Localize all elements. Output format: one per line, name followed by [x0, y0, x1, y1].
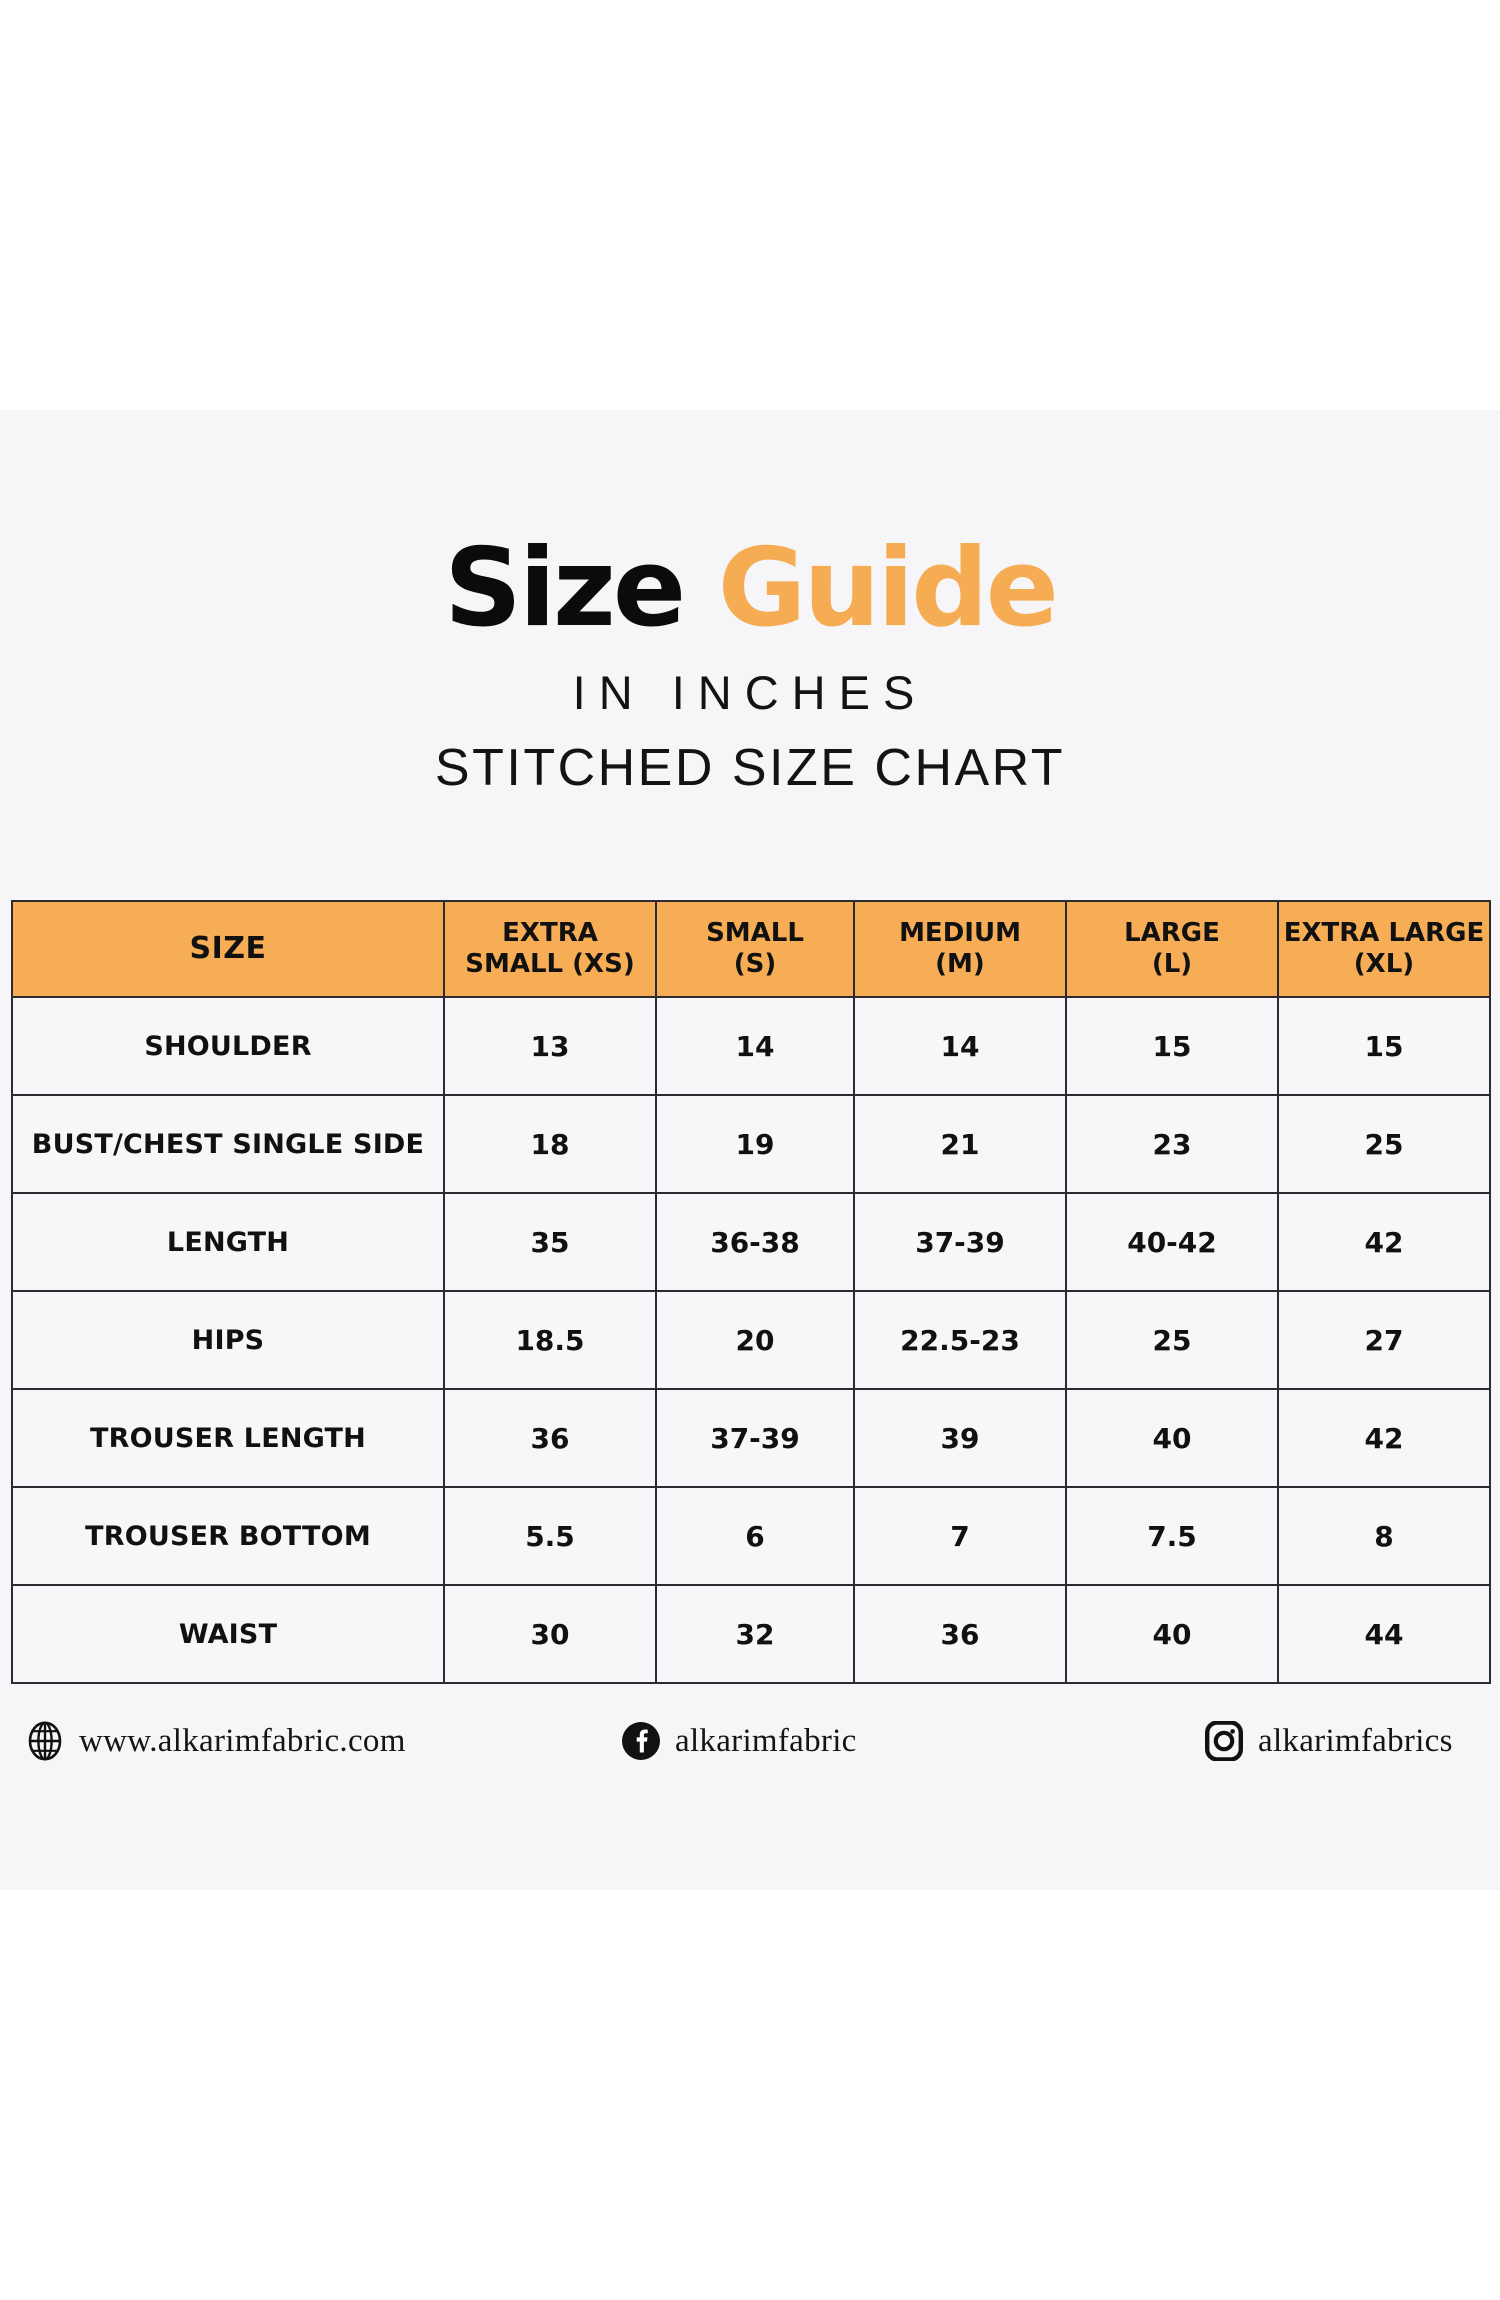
column-header-s-line1: SMALL	[706, 918, 804, 949]
page-title: Size Guide	[0, 535, 1500, 643]
cell-waist-m: 36	[853, 1584, 1067, 1684]
cell-hips-xs: 18.5	[443, 1290, 657, 1390]
cell-length-xs: 35	[443, 1192, 657, 1292]
column-header-size: SIZE	[11, 900, 445, 998]
instagram-icon	[1203, 1720, 1245, 1762]
column-header-m-line2: (M)	[935, 949, 985, 979]
cell-shoulder-xs: 13	[443, 996, 657, 1096]
subtitle-units: IN INCHES	[572, 666, 928, 719]
footer-instagram-label: alkarimfabrics	[1258, 1722, 1453, 1759]
facebook-icon	[620, 1720, 662, 1762]
row-label-trouser-length: TROUSER LENGTH	[11, 1388, 445, 1488]
cell-bust-xl: 25	[1277, 1094, 1491, 1194]
cell-hips-l: 25	[1065, 1290, 1279, 1390]
table-header-row: SIZE EXTRA SMALL (XS) SMALL (S) MEDIUM (…	[11, 900, 1491, 998]
cell-trouser-bottom-xl: 8	[1277, 1486, 1491, 1586]
table-row: TROUSER BOTTOM 5.5 6 7 7.5 8	[11, 1486, 1491, 1586]
footer-website[interactable]: www.alkarimfabric.com	[24, 1720, 406, 1762]
column-header-m: MEDIUM (M)	[853, 900, 1067, 998]
cell-shoulder-s: 14	[655, 996, 855, 1096]
column-header-s: SMALL (S)	[655, 900, 855, 998]
title-word-guide: Guide	[717, 526, 1059, 651]
footer-facebook-label: alkarimfabric	[675, 1722, 857, 1759]
column-header-xl-line1: EXTRA LARGE	[1283, 918, 1485, 949]
cell-hips-xl: 27	[1277, 1290, 1491, 1390]
table-row: HIPS 18.5 20 22.5-23 25 27	[11, 1290, 1491, 1390]
cell-length-s: 36-38	[655, 1192, 855, 1292]
cell-trouser-bottom-l: 7.5	[1065, 1486, 1279, 1586]
column-header-xs-line2: SMALL (XS)	[465, 949, 635, 979]
cell-shoulder-xl: 15	[1277, 996, 1491, 1096]
footer-instagram[interactable]: alkarimfabrics	[1203, 1720, 1453, 1762]
row-label-length: LENGTH	[11, 1192, 445, 1292]
cell-trouser-length-s: 37-39	[655, 1388, 855, 1488]
column-header-l-line2: (L)	[1151, 949, 1193, 979]
cell-trouser-length-m: 39	[853, 1388, 1067, 1488]
table-row: SHOULDER 13 14 14 15 15	[11, 996, 1491, 1096]
cell-hips-s: 20	[655, 1290, 855, 1390]
cell-bust-l: 23	[1065, 1094, 1279, 1194]
size-chart-table: SIZE EXTRA SMALL (XS) SMALL (S) MEDIUM (…	[11, 900, 1491, 1684]
row-label-trouser-bottom: TROUSER BOTTOM	[11, 1486, 445, 1586]
column-header-l: LARGE (L)	[1065, 900, 1279, 998]
table-row: LENGTH 35 36-38 37-39 40-42 42	[11, 1192, 1491, 1292]
cell-trouser-bottom-s: 6	[655, 1486, 855, 1586]
cell-bust-m: 21	[853, 1094, 1067, 1194]
globe-icon	[24, 1720, 66, 1762]
row-label-shoulder: SHOULDER	[11, 996, 445, 1096]
table-row: TROUSER LENGTH 36 37-39 39 40 42	[11, 1388, 1491, 1488]
row-label-hips: HIPS	[11, 1290, 445, 1390]
cell-trouser-length-xl: 42	[1277, 1388, 1491, 1488]
table-row: BUST/CHEST SINGLE SIDE 18 19 21 23 25	[11, 1094, 1491, 1194]
cell-trouser-length-l: 40	[1065, 1388, 1279, 1488]
column-header-s-line2: (S)	[733, 949, 777, 979]
cell-trouser-bottom-m: 7	[853, 1486, 1067, 1586]
cell-waist-xs: 30	[443, 1584, 657, 1684]
cell-hips-m: 22.5-23	[853, 1290, 1067, 1390]
cell-bust-xs: 18	[443, 1094, 657, 1194]
row-label-bust-chest: BUST/CHEST SINGLE SIDE	[11, 1094, 445, 1194]
subtitle-chart: STITCHED SIZE CHART	[434, 739, 1066, 797]
cell-trouser-length-xs: 36	[443, 1388, 657, 1488]
title-word-size: Size	[444, 526, 686, 651]
column-header-xs-line1: EXTRA	[502, 918, 598, 949]
column-header-l-line1: LARGE	[1124, 918, 1220, 949]
footer: www.alkarimfabric.com alkarimfabric alka…	[0, 1698, 1500, 1784]
column-header-xl: EXTRA LARGE (XL)	[1277, 900, 1491, 998]
cell-length-l: 40-42	[1065, 1192, 1279, 1292]
column-header-xs: EXTRA SMALL (XS)	[443, 900, 657, 998]
cell-waist-xl: 44	[1277, 1584, 1491, 1684]
cell-waist-l: 40	[1065, 1584, 1279, 1684]
cell-waist-s: 32	[655, 1584, 855, 1684]
footer-website-label: www.alkarimfabric.com	[79, 1722, 406, 1759]
footer-facebook[interactable]: alkarimfabric	[620, 1720, 857, 1762]
cell-bust-s: 19	[655, 1094, 855, 1194]
cell-length-m: 37-39	[853, 1192, 1067, 1292]
cell-shoulder-m: 14	[853, 996, 1067, 1096]
table-body: SHOULDER 13 14 14 15 15 BUST/CHEST SINGL…	[11, 996, 1491, 1684]
row-label-waist: WAIST	[11, 1584, 445, 1684]
column-header-m-line1: MEDIUM	[899, 918, 1021, 949]
table-header: SIZE EXTRA SMALL (XS) SMALL (S) MEDIUM (…	[11, 900, 1491, 998]
cell-shoulder-l: 15	[1065, 996, 1279, 1096]
column-header-size-label: SIZE	[189, 931, 267, 967]
title-block: Size Guide IN INCHES STITCHED SIZE CHART	[0, 535, 1500, 798]
column-header-xl-line2: (XL)	[1353, 949, 1415, 979]
table-row: WAIST 30 32 36 40 44	[11, 1584, 1491, 1684]
cell-length-xl: 42	[1277, 1192, 1491, 1292]
cell-trouser-bottom-xs: 5.5	[443, 1486, 657, 1586]
